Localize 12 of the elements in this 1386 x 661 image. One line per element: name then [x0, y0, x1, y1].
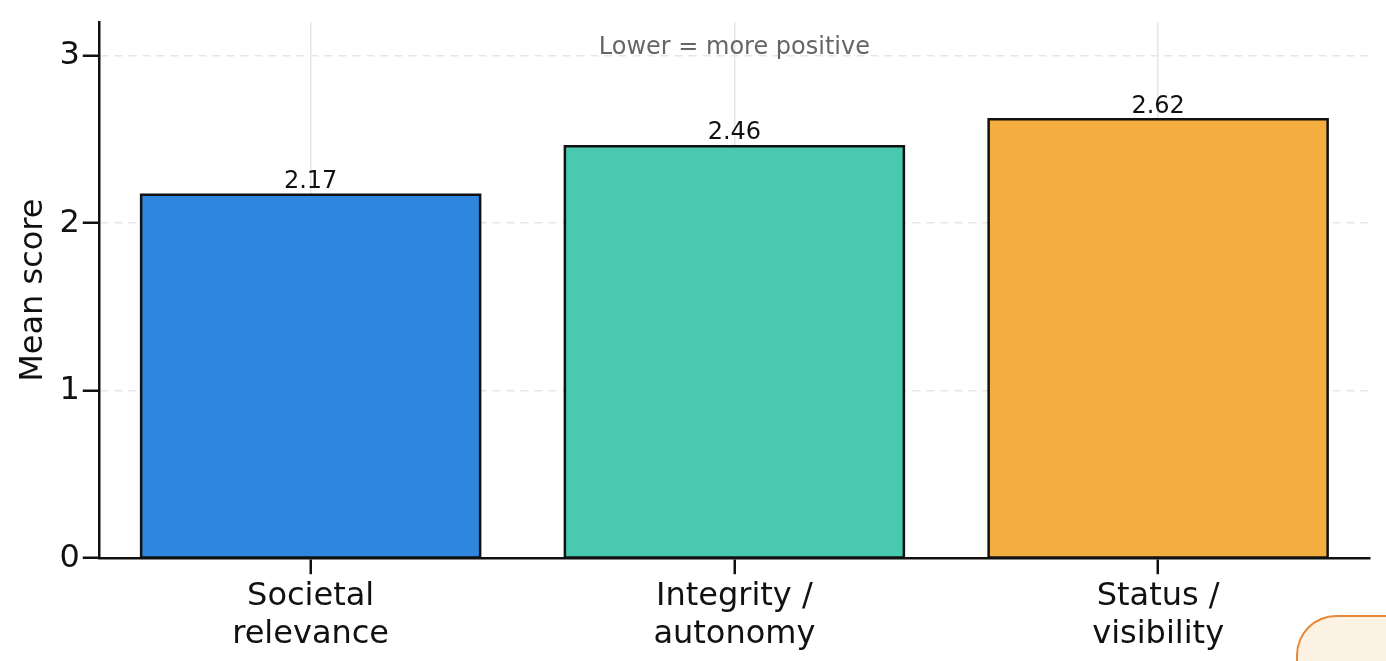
x-tick-label: Societal relevance — [232, 574, 390, 652]
data-label: 2.62 — [1131, 90, 1185, 119]
y-tick-label: 0 — [59, 536, 80, 575]
y-tick-label: 1 — [59, 369, 80, 408]
y-axis-title: Mean score — [11, 198, 50, 382]
y-tick-label: 2 — [59, 201, 80, 240]
annotation: Lower = more positive — [598, 32, 870, 61]
x-tick-label: Status / visibility — [1092, 574, 1225, 652]
data-label: 2.17 — [283, 165, 338, 194]
y-tick-label: 3 — [59, 34, 80, 73]
x-tick-label: Integrity / autonomy — [653, 574, 816, 652]
data-label: 2.46 — [707, 117, 762, 146]
